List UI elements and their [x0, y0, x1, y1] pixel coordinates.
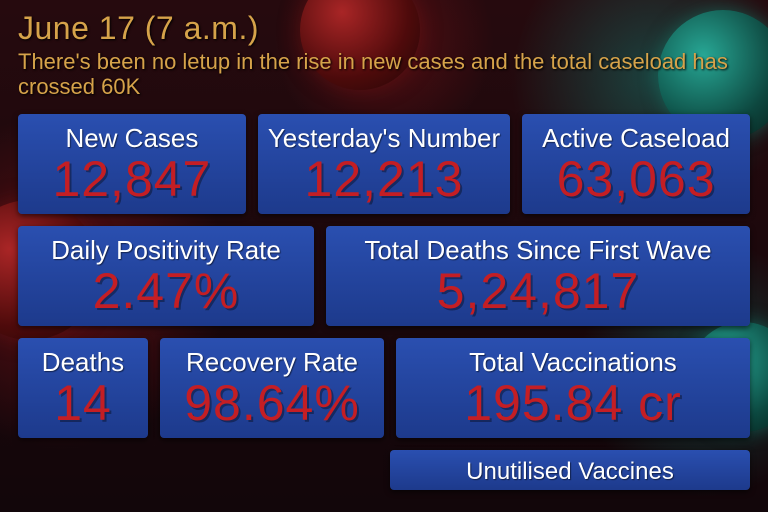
card-unutilised: Unutilised Vaccines: [390, 450, 750, 490]
value-vaccinations: 195.84 cr: [464, 378, 681, 428]
value-active: 63,063: [557, 154, 716, 204]
header-subhead: There's been no letup in the rise in new…: [18, 49, 750, 100]
card-yesterday: Yesterday's Number 12,213: [258, 114, 510, 214]
label-deaths: Deaths: [42, 349, 124, 376]
label-unutilised: Unutilised Vaccines: [466, 459, 674, 484]
infographic-root: June 17 (7 a.m.) There's been no letup i…: [0, 0, 768, 512]
label-new-cases: New Cases: [65, 125, 198, 152]
stats-grid: New Cases 12,847 Yesterday's Number 12,2…: [18, 114, 750, 490]
value-deaths-total: 5,24,817: [437, 266, 640, 316]
label-positivity: Daily Positivity Rate: [51, 237, 281, 264]
header-date: June 17 (7 a.m.): [18, 10, 750, 47]
card-positivity: Daily Positivity Rate 2.47%: [18, 226, 314, 326]
card-deaths-total: Total Deaths Since First Wave 5,24,817: [326, 226, 750, 326]
label-yesterday: Yesterday's Number: [268, 125, 500, 152]
label-recovery: Recovery Rate: [186, 349, 358, 376]
label-active: Active Caseload: [542, 125, 730, 152]
card-vaccinations: Total Vaccinations 195.84 cr: [396, 338, 750, 438]
card-new-cases: New Cases 12,847: [18, 114, 246, 214]
row-4: Unutilised Vaccines: [18, 450, 750, 490]
card-recovery: Recovery Rate 98.64%: [160, 338, 384, 438]
value-deaths: 14: [54, 378, 112, 428]
label-vaccinations: Total Vaccinations: [469, 349, 677, 376]
row-3: Deaths 14 Recovery Rate 98.64% Total Vac…: [18, 338, 750, 438]
row-1: New Cases 12,847 Yesterday's Number 12,2…: [18, 114, 750, 214]
value-new-cases: 12,847: [52, 154, 211, 204]
value-positivity: 2.47%: [93, 266, 240, 316]
label-deaths-total: Total Deaths Since First Wave: [364, 237, 711, 264]
value-yesterday: 12,213: [305, 154, 464, 204]
card-active: Active Caseload 63,063: [522, 114, 750, 214]
value-recovery: 98.64%: [184, 378, 360, 428]
card-deaths: Deaths 14: [18, 338, 148, 438]
row-2: Daily Positivity Rate 2.47% Total Deaths…: [18, 226, 750, 326]
